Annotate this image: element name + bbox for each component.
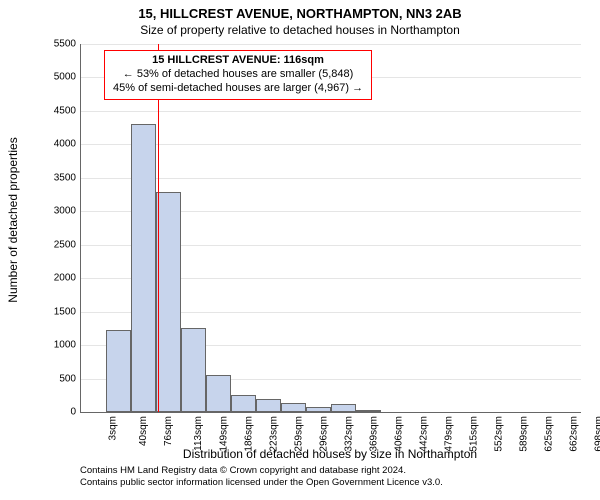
info-line-1: 15 HILLCREST AVENUE: 116sqm (113, 54, 363, 68)
chart-container: 15, HILLCREST AVENUE, NORTHAMPTON, NN3 2… (0, 0, 600, 500)
gridline-h (81, 144, 581, 145)
histogram-bar (256, 399, 281, 412)
info-annotation-box: 15 HILLCREST AVENUE: 116sqm ← 53% of det… (104, 50, 372, 100)
y-tick-label: 5500 (36, 39, 76, 50)
y-tick-label: 4000 (36, 139, 76, 150)
y-tick-label: 1500 (36, 306, 76, 317)
histogram-bar (281, 403, 306, 412)
y-tick-label: 5000 (36, 72, 76, 83)
x-tick-label: 113sqm (193, 416, 204, 451)
gridline-h (81, 111, 581, 112)
histogram-bar (106, 330, 131, 412)
histogram-bar (156, 192, 181, 412)
y-axis-label: Number of detached properties (6, 30, 20, 410)
histogram-bar (356, 410, 381, 412)
x-axis-label: Distribution of detached houses by size … (80, 447, 580, 461)
histogram-bar (181, 328, 206, 412)
y-tick-label: 0 (36, 407, 76, 418)
x-tick-label: 40sqm (138, 416, 149, 446)
histogram-bar (131, 124, 156, 412)
histogram-bar (206, 375, 231, 412)
x-tick-label: 76sqm (163, 416, 174, 446)
footer-line-1: Contains HM Land Registry data © Crown c… (80, 465, 580, 477)
y-tick-label: 1000 (36, 340, 76, 351)
histogram-bar (331, 404, 356, 412)
y-tick-label: 4500 (36, 105, 76, 116)
info-line-2: ← 53% of detached houses are smaller (5,… (113, 68, 363, 82)
y-tick-label: 500 (36, 373, 76, 384)
y-tick-label: 2500 (36, 239, 76, 250)
chart-title: 15, HILLCREST AVENUE, NORTHAMPTON, NN3 2… (0, 6, 600, 21)
info-line-3: 45% of semi-detached houses are larger (… (113, 82, 363, 96)
x-tick-label: 3sqm (107, 416, 118, 440)
footer-line-2: Contains public sector information licen… (80, 477, 580, 489)
y-tick-label: 3500 (36, 172, 76, 183)
y-tick-label: 3000 (36, 206, 76, 217)
x-tick-label: 698sqm (593, 416, 600, 452)
y-tick-label: 2000 (36, 273, 76, 284)
histogram-bar (306, 407, 331, 412)
gridline-h (81, 178, 581, 179)
gridline-h (81, 44, 581, 45)
histogram-bar (231, 395, 256, 412)
chart-subtitle: Size of property relative to detached ho… (0, 23, 600, 37)
footer-attribution: Contains HM Land Registry data © Crown c… (80, 465, 580, 489)
